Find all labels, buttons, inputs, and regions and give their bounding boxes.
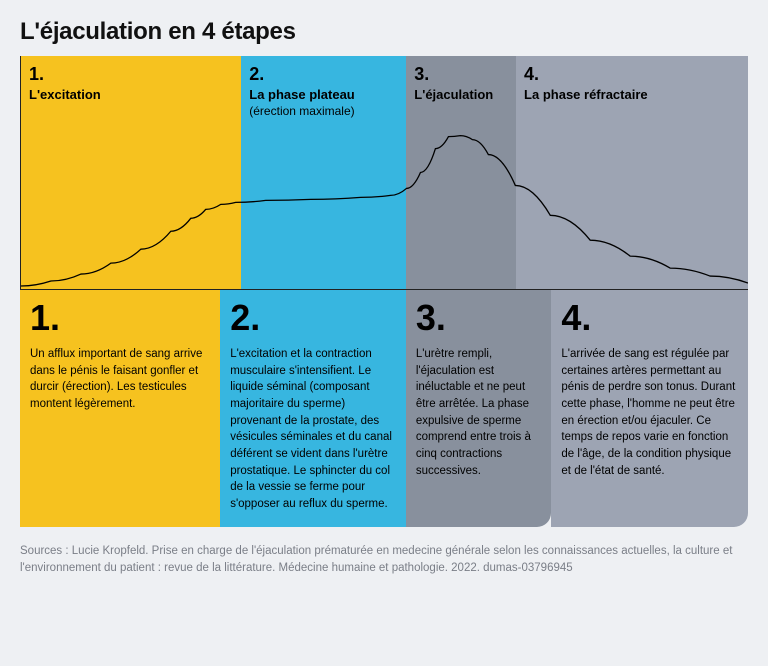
phase-4-desc: 4. L'arrivée de sang est régulée par cer… [551,290,748,527]
phase-1-text: Un afflux important de sang arrive dans … [30,346,210,413]
phase-2-header: 2. La phase plateau (érection maximale) [241,56,406,289]
phase-3-desc: 3. L'urètre rempli, l'éjaculation est in… [406,290,552,527]
phase-3-text: L'urètre rempli, l'éjaculation est inélu… [416,346,542,479]
phase-1-desc: 1. Un afflux important de sang arrive da… [20,290,220,527]
phase-2-text: L'excitation et la contraction musculair… [230,346,396,513]
phase-1-number: 1. [29,64,44,84]
phase-3-number: 3. [414,64,429,84]
phase-4-header: 4. La phase réfractaire [516,56,748,289]
phase-3-bignum: 3. [416,300,542,336]
source-citation: Sources : Lucie Kropfeld. Prise en charg… [20,543,748,578]
phase-chart: 1. L'excitation 2. La phase plateau (ére… [20,56,748,290]
phase-3-header: 3. L'éjaculation [406,56,516,289]
phase-2-number: 2. [249,64,264,84]
phase-4-text: L'arrivée de sang est régulée par certai… [561,346,738,479]
phase-2-label: La phase plateau [249,87,398,102]
phase-2-desc: 2. L'excitation et la contraction muscul… [220,290,406,527]
phase-4-label: La phase réfractaire [524,87,740,102]
phase-1-bignum: 1. [30,300,210,336]
phase-4-bignum: 4. [561,300,738,336]
phase-1-header: 1. L'excitation [21,56,241,289]
phase-3-label: L'éjaculation [414,87,508,102]
phase-descriptions: 1. Un afflux important de sang arrive da… [20,290,748,527]
page-title: L'éjaculation en 4 étapes [20,18,748,46]
phase-1-label: L'excitation [29,87,233,102]
phase-2-sublabel: (érection maximale) [249,104,398,118]
phase-4-number: 4. [524,64,539,84]
phase-2-bignum: 2. [230,300,396,336]
